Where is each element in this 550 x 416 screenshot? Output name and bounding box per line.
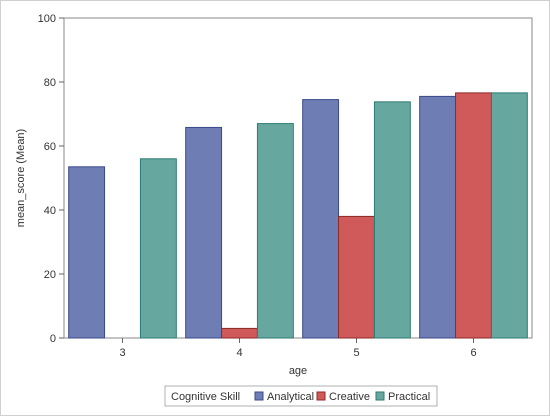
bar-analytical-age-6 (419, 95, 457, 339)
legend: Cognitive Skill Analytical Creative Practic… (164, 385, 438, 407)
x-axis-title: age (289, 365, 307, 377)
bar-practical-age-5 (373, 101, 411, 339)
bar-practical-age-4 (256, 123, 294, 339)
legend-label-analytical: Analytical (267, 391, 314, 403)
bar-practical-age-6 (490, 92, 528, 339)
bar-creative-age-4 (221, 327, 258, 339)
y-tick-label: 20 (44, 269, 56, 281)
y-tick-label: 0 (50, 333, 56, 345)
legend-title: Cognitive Skill (171, 391, 240, 403)
bars (68, 92, 528, 339)
bar-practical-age-3 (139, 158, 177, 339)
bar-analytical-age-4 (185, 126, 223, 339)
bar-creative-age-5 (338, 215, 375, 339)
legend-box (164, 385, 438, 407)
y-tick-label: 100 (38, 13, 56, 25)
legend-swatch-creative (316, 391, 326, 401)
legend-label-practical: Practical (388, 391, 430, 403)
y-axis: 0 20 40 60 80 100 (38, 13, 64, 345)
x-axis: 3 4 5 6 (119, 338, 477, 359)
legend-swatch-analytical (254, 391, 264, 401)
legend-swatch-practical (375, 391, 385, 401)
legend-label-creative: Creative (329, 391, 370, 403)
x-tick-label: 5 (353, 347, 359, 359)
bar-analytical-age-3 (68, 166, 106, 339)
bar-creative-age-6 (455, 92, 492, 339)
x-tick-label: 4 (236, 347, 242, 359)
y-tick-label: 40 (44, 205, 56, 217)
y-tick-label: 60 (44, 141, 56, 153)
x-tick-label: 3 (119, 347, 125, 359)
bar-analytical-age-5 (302, 99, 340, 339)
y-tick-label: 80 (44, 77, 56, 89)
x-tick-label: 6 (470, 347, 476, 359)
y-axis-title: mean_score (Mean) (15, 129, 27, 227)
